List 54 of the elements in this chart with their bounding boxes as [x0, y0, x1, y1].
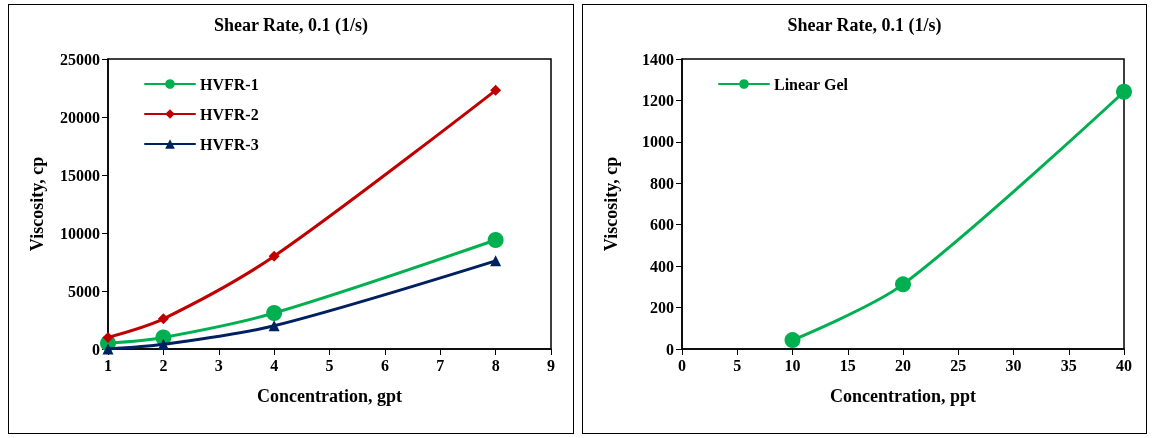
y-axis-title: Viscosity, cp — [27, 156, 47, 252]
point — [490, 255, 502, 267]
x-tick-label: 5 — [733, 356, 742, 374]
chart-title: Shear Rate, 0.1 (1/s) — [213, 15, 369, 36]
y-tick-label: 400 — [650, 257, 674, 275]
y-tick-label: 20000 — [60, 108, 100, 126]
x-tick-label: 10 — [784, 356, 801, 374]
x-tick-label: 4 — [270, 356, 279, 374]
x-tick-label: 2 — [159, 356, 168, 374]
x-tick-label: 1 — [104, 356, 112, 374]
chart-title: Shear Rate, 0.1 (1/s) — [787, 15, 942, 36]
legend-label: Linear Gel — [774, 75, 849, 93]
y-tick-label: 600 — [650, 216, 674, 234]
y-tick-label: 1000 — [642, 133, 674, 151]
x-tick-label: 40 — [1116, 356, 1132, 374]
y-tick-label: 1400 — [642, 50, 674, 68]
x-tick-label: 20 — [895, 356, 911, 374]
x-axis-title: Concentration, ppt — [829, 386, 977, 406]
y-tick-label: 25000 — [60, 50, 100, 68]
x-tick-label: 9 — [547, 356, 555, 374]
x-axis-title: Concentration, gpt — [257, 386, 402, 406]
point — [895, 276, 911, 293]
y-tick-label: 1200 — [642, 91, 674, 109]
x-tick-label: 7 — [436, 356, 445, 374]
legend-label: HVFR-2 — [200, 105, 259, 123]
x-tick-label: 6 — [380, 356, 389, 374]
point — [490, 84, 502, 96]
y-tick-label: 0 — [666, 340, 674, 358]
y-tick-label: 200 — [650, 299, 674, 317]
point — [157, 338, 169, 350]
legend-label: HVFR-3 — [200, 135, 259, 153]
point — [102, 331, 114, 343]
x-tick-label: 0 — [678, 356, 686, 374]
y-tick-label: 10000 — [60, 224, 100, 242]
y-tick-label: 0 — [92, 340, 100, 358]
y-tick-label: 5000 — [68, 282, 100, 300]
x-tick-label: 3 — [214, 356, 223, 374]
x-tick-label: 25 — [950, 356, 967, 374]
y-axis-title: Viscosity, cp — [601, 156, 621, 252]
legend-label: HVFR-1 — [200, 75, 259, 93]
x-tick-label: 5 — [325, 356, 334, 374]
point — [157, 313, 169, 325]
point — [266, 305, 283, 322]
y-tick-label: 800 — [650, 174, 674, 192]
x-tick-label: 8 — [491, 356, 500, 374]
point — [487, 231, 504, 248]
point — [1116, 83, 1132, 100]
x-tick-label: 30 — [1005, 356, 1022, 374]
point — [268, 250, 280, 262]
y-tick-label: 15000 — [60, 166, 100, 184]
point — [268, 320, 280, 332]
point — [784, 332, 801, 349]
x-tick-label: 15 — [839, 356, 856, 374]
x-tick-label: 35 — [1060, 356, 1077, 374]
